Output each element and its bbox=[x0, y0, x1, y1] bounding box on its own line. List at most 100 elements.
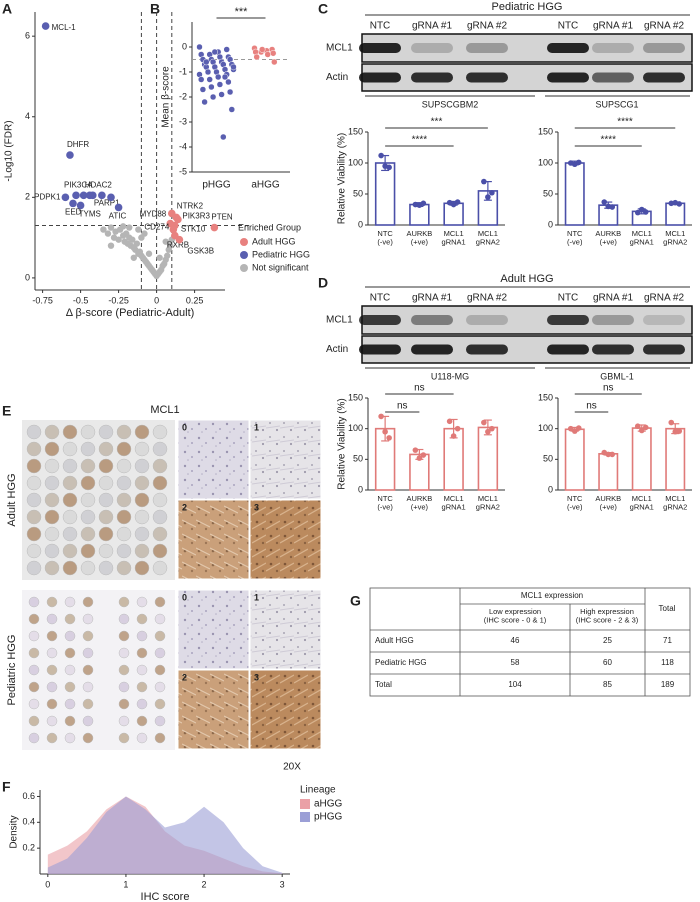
y-tick-label: 100 bbox=[538, 423, 553, 433]
tma-core bbox=[26, 509, 42, 525]
score-label: 0 bbox=[182, 422, 187, 432]
tma-core bbox=[26, 543, 42, 559]
tma-core bbox=[134, 475, 150, 491]
bar bbox=[564, 428, 585, 491]
lane-label: gRNA #1 bbox=[412, 21, 452, 32]
point bbox=[100, 226, 107, 233]
row-label: MCL1 bbox=[326, 315, 353, 326]
tma-core bbox=[46, 596, 58, 608]
text-line: gRNA1 bbox=[442, 237, 466, 246]
point bbox=[199, 86, 207, 93]
table-border bbox=[369, 587, 691, 697]
y-tick-label: 0 bbox=[548, 484, 553, 494]
band bbox=[592, 315, 634, 325]
point bbox=[166, 219, 175, 228]
x-tick-label: AURKB (+ve) bbox=[406, 494, 432, 511]
point bbox=[221, 73, 229, 81]
point-label: PIK3CA bbox=[64, 180, 93, 189]
text-line: (-ve) bbox=[377, 237, 393, 246]
tma-core bbox=[116, 424, 132, 440]
tma-core bbox=[152, 492, 168, 508]
replicate bbox=[634, 423, 641, 430]
point bbox=[204, 68, 212, 76]
replicate bbox=[416, 455, 423, 461]
replicate bbox=[420, 200, 427, 207]
replicate bbox=[386, 435, 392, 441]
y-tick-label: 0.2 bbox=[22, 843, 35, 853]
tma-core bbox=[118, 647, 130, 659]
tma-core bbox=[46, 698, 58, 710]
x-tick-label: MCL1 gRNA2 bbox=[476, 229, 500, 246]
point bbox=[88, 191, 97, 200]
point bbox=[107, 193, 115, 202]
y-tick-label: 0 bbox=[182, 41, 187, 51]
tma-core bbox=[98, 560, 114, 576]
tma-core bbox=[154, 647, 166, 659]
y-tick-label: 100 bbox=[348, 423, 363, 433]
text-line: NTC bbox=[567, 494, 583, 503]
significance: ns bbox=[414, 383, 425, 394]
point bbox=[169, 225, 178, 234]
point-label: PARP1 bbox=[94, 198, 120, 207]
x-tick-label: MCL1 gRNA1 bbox=[442, 229, 466, 246]
tma-core bbox=[98, 509, 114, 525]
tma-core bbox=[28, 681, 40, 693]
y-tick-label: 0 bbox=[25, 272, 30, 282]
tma-core bbox=[28, 715, 40, 727]
tma-core bbox=[154, 596, 166, 608]
point bbox=[271, 58, 278, 66]
text-line: MCL1 bbox=[632, 229, 652, 238]
cell-line: U118-MG bbox=[431, 371, 469, 381]
tma-core bbox=[46, 681, 58, 693]
lane-label: NTC bbox=[558, 21, 579, 32]
significance: *** bbox=[235, 6, 249, 18]
y-tick-label: 50 bbox=[543, 454, 553, 464]
tma-core bbox=[134, 424, 150, 440]
text-line: Low expression bbox=[489, 607, 541, 616]
point bbox=[208, 83, 215, 91]
tma-core bbox=[62, 475, 78, 491]
text-line: MCL1 bbox=[478, 229, 498, 238]
replicate bbox=[378, 413, 384, 420]
tma-core bbox=[26, 475, 42, 491]
point bbox=[162, 238, 169, 245]
tma-core bbox=[82, 698, 94, 710]
tma-core bbox=[46, 613, 58, 625]
band bbox=[643, 315, 685, 325]
point bbox=[104, 230, 112, 237]
score-label: 0 bbox=[182, 592, 187, 602]
tma-core bbox=[44, 441, 60, 457]
text-line: (+ve) bbox=[600, 502, 618, 511]
tma-core bbox=[136, 732, 148, 744]
significance: ns bbox=[397, 401, 408, 412]
text-line: MCL1 bbox=[478, 494, 498, 503]
tma-core bbox=[80, 492, 96, 508]
y-tick-label: 6 bbox=[25, 31, 30, 41]
point-label: PTEN bbox=[211, 213, 233, 222]
point bbox=[76, 201, 85, 210]
legend-title: Enriched Group bbox=[238, 222, 301, 232]
cell-line: SUPSCG1 bbox=[595, 99, 638, 109]
group-label: Pediatric HGG bbox=[6, 635, 18, 706]
band bbox=[359, 43, 401, 53]
y-tick-label: -3 bbox=[179, 116, 187, 126]
tma-slide bbox=[22, 590, 175, 750]
tma-core bbox=[44, 424, 60, 440]
tma-core bbox=[116, 441, 132, 457]
lane-label: gRNA #1 bbox=[593, 21, 633, 32]
text-line: AURKB bbox=[595, 494, 621, 503]
tma-core bbox=[136, 681, 148, 693]
tma-core bbox=[62, 509, 78, 525]
tma-core bbox=[82, 647, 94, 659]
tma-core bbox=[64, 732, 76, 744]
text-line: gRNA2 bbox=[476, 237, 500, 246]
point bbox=[126, 224, 133, 231]
tma-core bbox=[116, 509, 132, 525]
point bbox=[130, 254, 137, 261]
text-line: (+ve) bbox=[411, 237, 429, 246]
point bbox=[226, 88, 234, 96]
tma-core bbox=[28, 664, 40, 676]
point bbox=[138, 234, 145, 241]
bar bbox=[477, 426, 499, 491]
y-tick-label: 0.4 bbox=[22, 817, 35, 827]
